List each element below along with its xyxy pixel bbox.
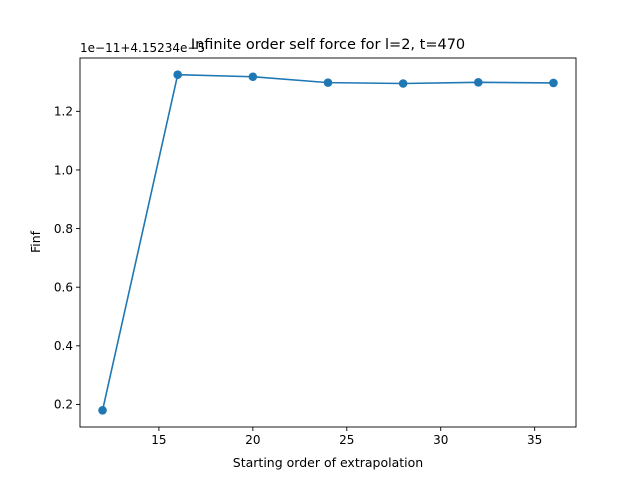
y-tick-label: 0.6 (54, 280, 73, 294)
x-tick-label: 30 (433, 433, 448, 447)
y-axis-label: Finf (28, 230, 43, 253)
plot-area (80, 58, 576, 427)
axes-frame (79, 57, 577, 428)
x-axis-label: Starting order of extrapolation (233, 455, 423, 470)
y-tick-label: 0.8 (54, 222, 73, 236)
data-point (323, 78, 333, 87)
data-point (398, 79, 408, 88)
y-offset-label: 1e−11+4.15234e−5 (80, 41, 205, 55)
data-point (549, 78, 558, 88)
x-tick-label: 15 (151, 433, 166, 447)
chart-title: Infinite order self force for l=2, t=470 (191, 37, 465, 53)
x-tick-label: 35 (527, 433, 542, 447)
x-tick-label: 20 (245, 433, 260, 447)
tick-layer: 15 20 25 30 35 0.2 0.4 0.6 0.8 1.0 1.2 (54, 105, 542, 447)
x-tick-label: 25 (339, 433, 354, 447)
data-point (474, 78, 483, 87)
data-point (98, 405, 107, 415)
data-point (248, 72, 258, 82)
y-tick-label: 0.2 (54, 398, 73, 412)
y-tick-label: 1.0 (54, 163, 73, 177)
y-tick-label: 1.2 (54, 105, 73, 119)
data-point (173, 70, 182, 80)
series-layer (98, 70, 558, 415)
y-tick-label: 0.4 (54, 339, 73, 353)
